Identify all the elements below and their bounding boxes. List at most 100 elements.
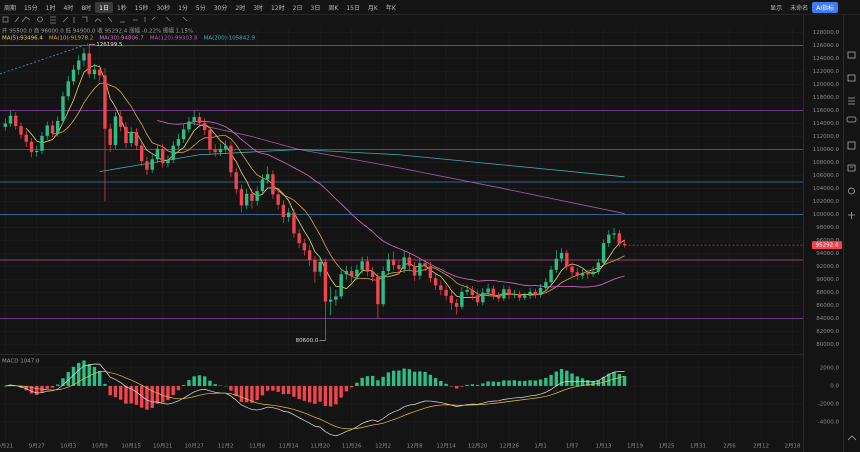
interval-tab[interactable]: 8时 xyxy=(81,4,92,12)
candle-body xyxy=(129,131,133,144)
candle-body xyxy=(208,130,212,150)
interval-tab[interactable]: 2时 xyxy=(235,4,246,12)
macd-bar xyxy=(580,378,585,386)
candle-body xyxy=(92,69,97,75)
interval-tab[interactable]: 15分 xyxy=(24,4,38,12)
macd-bar xyxy=(617,373,622,386)
x-tick-label: 9月21 xyxy=(0,443,13,450)
candle-body xyxy=(444,289,448,296)
candle-body xyxy=(360,261,364,270)
icon[interactable] xyxy=(847,164,856,172)
interval-tab[interactable]: 15日 xyxy=(346,4,360,12)
macd-line xyxy=(5,371,625,430)
macd-bar xyxy=(470,384,475,386)
x-tick-label: 11月2 xyxy=(218,443,234,450)
candle-body xyxy=(439,285,443,290)
candle-body xyxy=(486,288,490,293)
macd-line xyxy=(5,363,625,437)
icon[interactable] xyxy=(94,16,125,23)
candle-body xyxy=(124,126,128,144)
info-row: 开 95500.0 高 96000.0 低 94900.0 收 95292.4 … xyxy=(2,27,193,35)
candle-body xyxy=(349,271,354,277)
interval-tab[interactable]: 年K xyxy=(385,4,396,12)
icon[interactable] xyxy=(848,212,855,219)
x-tick-label: 12月20 xyxy=(468,443,488,450)
icon[interactable] xyxy=(846,116,857,123)
ma-legend: MA(30):94806.7 xyxy=(99,36,144,42)
icon[interactable] xyxy=(848,187,855,195)
x-tick-label: 10月27 xyxy=(184,443,204,450)
candle-body xyxy=(223,145,228,149)
y-tick-label: 106000.0 xyxy=(813,173,840,179)
icon[interactable] xyxy=(37,16,43,23)
macd-bar xyxy=(475,384,480,386)
x-tick-label: 1月25 xyxy=(659,443,675,450)
interval-tab[interactable]: 3日 xyxy=(310,4,321,12)
icon[interactable] xyxy=(847,435,857,441)
icon[interactable] xyxy=(14,16,31,23)
candle-body xyxy=(449,295,454,303)
ma-legend: MA(5):93496.4 xyxy=(2,36,43,42)
macd-bar xyxy=(586,380,590,386)
toolbar-button[interactable]: AI指标 xyxy=(812,1,838,13)
interval-tab[interactable]: 1日 xyxy=(95,1,113,13)
x-tick-label: 11月8 xyxy=(249,443,265,450)
macd-bar xyxy=(339,385,343,398)
toolbar-button[interactable]: 显示 xyxy=(770,4,783,12)
macd-bar xyxy=(166,385,170,401)
macd-bar xyxy=(391,370,396,386)
interval-tab[interactable]: 1秒 xyxy=(116,4,127,12)
symbol[interactable]: 周期 xyxy=(4,4,17,12)
icon[interactable] xyxy=(848,97,855,105)
ma-legend: MA(120):99303.8 xyxy=(150,36,198,42)
interval-tab[interactable]: 1时 xyxy=(45,4,56,12)
macd-bar xyxy=(271,385,275,391)
interval-tab[interactable]: 2日 xyxy=(292,4,303,12)
interval-tab[interactable]: 周K xyxy=(328,4,339,12)
candle-body xyxy=(502,289,506,299)
candle-body xyxy=(334,296,338,300)
candle-body xyxy=(507,289,511,296)
y-tick-label: 124000.0 xyxy=(813,56,840,62)
ma-line xyxy=(52,82,625,297)
interval-tab[interactable]: 3时 xyxy=(253,4,264,12)
macd-bar xyxy=(255,385,259,401)
icon[interactable] xyxy=(133,16,188,22)
candle-body xyxy=(323,261,328,302)
interval-tab[interactable]: 月K xyxy=(367,4,378,12)
macd-bar xyxy=(197,375,202,386)
candle-body xyxy=(14,115,18,127)
y-tick-label: 114000.0 xyxy=(813,121,840,127)
candle-body xyxy=(150,159,154,170)
candle-body xyxy=(370,271,375,277)
candle-body xyxy=(549,269,553,283)
macd-bar xyxy=(302,385,307,401)
icon[interactable] xyxy=(50,16,56,24)
macd-bar xyxy=(412,371,417,386)
candle-body xyxy=(391,259,396,266)
icon[interactable] xyxy=(847,51,856,59)
macd-bar xyxy=(538,379,543,386)
macd-bar xyxy=(50,385,55,388)
icon[interactable] xyxy=(847,141,856,150)
candle-body xyxy=(35,150,39,153)
toolbar: 周期 15分 1时 4时 8时 1日 1秒 15秒 30秒 1分 5分 30分 2时 3时 12时 2日 3日… xyxy=(0,0,860,14)
candle-body xyxy=(45,125,49,136)
interval-tab[interactable]: 30秒 xyxy=(156,4,171,12)
candle-body xyxy=(171,145,175,160)
macd-bar xyxy=(77,362,81,386)
interval-tab[interactable]: 1分 xyxy=(178,4,188,12)
icon[interactable] xyxy=(2,16,9,23)
icon[interactable] xyxy=(847,74,856,82)
macd-bar xyxy=(108,385,112,396)
interval-tab[interactable]: 30分 xyxy=(213,4,228,12)
interval-tab[interactable]: 5分 xyxy=(195,4,206,12)
intervals: 15分 1时 4时 8时 1日 1秒 15秒 30秒 1分 5分 30分 2时 3时 12时 2日 3日 周K 1… xyxy=(20,1,400,13)
icon[interactable] xyxy=(62,16,88,23)
interval-tab[interactable]: 12时 xyxy=(271,4,285,12)
macd-bar xyxy=(444,383,448,386)
toolbar-button[interactable]: 未命名 xyxy=(790,4,809,12)
interval-tab[interactable]: 15秒 xyxy=(134,4,149,12)
interval-tab[interactable]: 4时 xyxy=(63,4,74,12)
